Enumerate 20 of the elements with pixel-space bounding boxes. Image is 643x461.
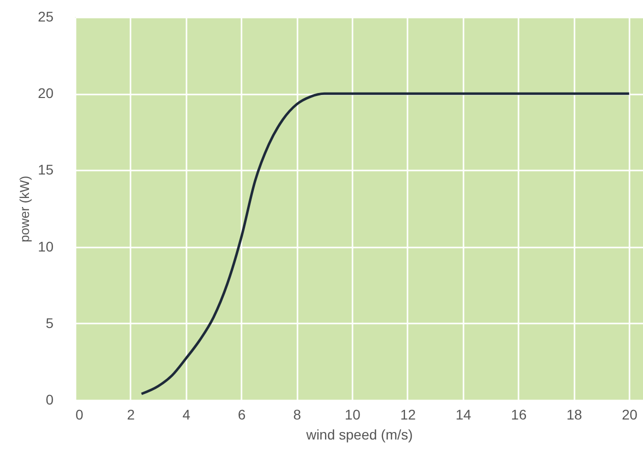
y-tick-label: 15	[38, 162, 54, 178]
x-axis-title: wind speed (m/s)	[305, 426, 413, 442]
x-tick-label: 0	[76, 406, 84, 422]
y-tick-label: 0	[46, 392, 54, 408]
y-tick-label: 20	[38, 85, 54, 102]
y-tick-label: 5	[46, 314, 54, 331]
x-tick-label: 6	[238, 406, 246, 422]
x-tick-label: 14	[456, 406, 472, 422]
x-tick-label: 10	[344, 406, 361, 422]
x-tick-label: 18	[566, 406, 582, 422]
x-tick-label: 12	[400, 406, 416, 422]
x-tick-label: 2	[127, 406, 136, 422]
x-tick-label: 20	[622, 406, 638, 422]
y-tick-label: 25	[38, 8, 54, 24]
y-tick-label: 10	[38, 238, 54, 254]
x-tick-label: 8	[293, 406, 302, 422]
line-series	[140, 92, 630, 396]
x-tick-label: 4	[182, 406, 190, 422]
y-axis-title: power (kW)	[16, 176, 32, 242]
x-tick-label: 16	[511, 406, 527, 422]
